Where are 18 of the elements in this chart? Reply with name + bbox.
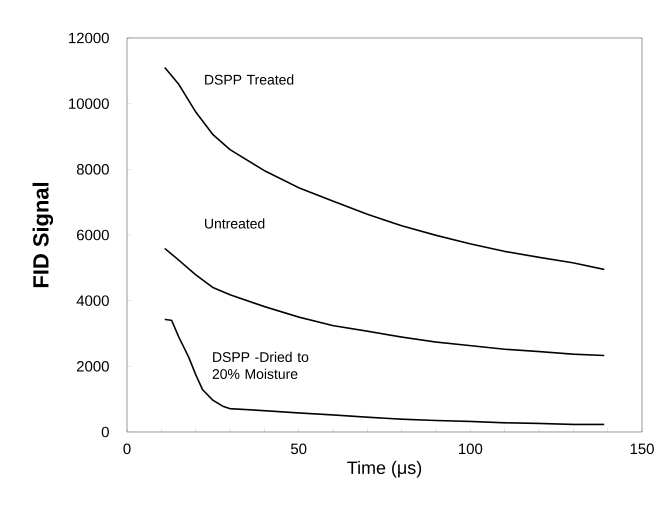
line-series: [164, 66, 606, 270]
y-tick-label: 8000: [76, 164, 109, 175]
x-tick-label: 0: [123, 444, 131, 454]
y-tick-label: 6000: [77, 230, 109, 240]
x-tick-label: 150: [630, 444, 654, 454]
x-tick-label: 100: [459, 444, 482, 454]
line-series: [164, 318, 606, 426]
series-label: DSPP Treated: [205, 74, 294, 85]
y-tick-label: 0: [102, 426, 109, 438]
y-tick-label: 2000: [76, 361, 109, 372]
x-axis-title: Time (μs): [347, 460, 422, 478]
text: Untreated: [205, 218, 264, 229]
y-tick-label: 10000: [69, 98, 109, 109]
series-label: DSPP -Dried to 20% Moisture: [212, 352, 308, 379]
y-tick-label: 4000: [76, 295, 109, 306]
y-axis-title: FID Signal: [32, 182, 54, 288]
x-tick-label: 50: [290, 444, 306, 454]
y-tick-label: 12000: [69, 32, 109, 44]
